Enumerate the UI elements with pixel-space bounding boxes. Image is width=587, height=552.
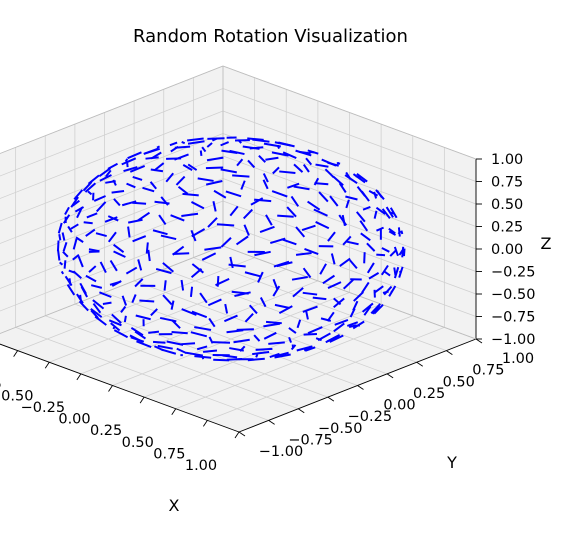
quiver-segment [203, 351, 217, 352]
quiver-segment [58, 249, 59, 260]
quiver-segment [266, 322, 282, 323]
quiver-segment [206, 168, 223, 169]
x-tick-mark [235, 432, 239, 438]
y-axis-label: Y [446, 453, 457, 472]
quiver-segment [227, 359, 242, 360]
quiver-segment [113, 327, 114, 329]
quiver-segment [232, 175, 249, 176]
y-tick-mark [446, 351, 452, 355]
quiver-segment [202, 358, 204, 359]
z-axis-label: Z [541, 234, 552, 253]
y-tick-mark [298, 409, 304, 413]
z-tick-label: −1.00 [491, 332, 535, 348]
quiver-segment [207, 138, 224, 139]
quiver-segment [103, 303, 112, 304]
quiver-segment [147, 242, 148, 253]
y-tick-mark [239, 432, 245, 436]
quiver-segment [237, 329, 254, 330]
quiver-segment [309, 152, 314, 153]
quiver-segment [256, 349, 273, 350]
z-tick-label: 0.25 [491, 220, 523, 236]
x-axis-label: X [169, 496, 180, 515]
y-tick-label: 1.00 [502, 351, 534, 367]
x-tick-label: 0.00 [58, 412, 90, 428]
x-tick-label: 0.75 [153, 446, 185, 462]
x-tick-label: 0.25 [90, 423, 122, 439]
x-tick-mark [203, 420, 207, 426]
quiver-segment [277, 216, 293, 217]
quiver-segment [139, 300, 154, 301]
quiver-segment [181, 343, 195, 344]
z-tick-label: 0.50 [491, 197, 523, 213]
x-tick-mark [172, 409, 176, 415]
y-tick-mark [328, 397, 334, 401]
quiver-segment [182, 142, 185, 143]
y-tick-mark [269, 420, 275, 424]
quiver-segment [148, 332, 159, 333]
quiver-segment [65, 260, 66, 268]
x-tick-mark [109, 386, 113, 392]
z-tick-label: −0.25 [491, 265, 535, 281]
quiver-segment [165, 280, 166, 290]
quiver-segment [391, 213, 394, 214]
quiver-segment [315, 183, 329, 184]
z-tick-label: −0.75 [491, 310, 535, 326]
quiver-segment [250, 147, 264, 148]
x-tick-mark [45, 362, 49, 368]
y-tick-label: 0.25 [413, 386, 445, 402]
quiver-segment [191, 287, 192, 297]
quiver-segment [217, 224, 234, 225]
quiver-segment [391, 291, 392, 292]
quiver-segment [172, 332, 188, 333]
quiver-segment [304, 334, 317, 335]
z-tick-label: 0.00 [491, 242, 523, 258]
x-tick-mark [14, 351, 18, 357]
y-tick-label: 0.00 [383, 398, 415, 414]
y-tick-mark [417, 362, 423, 366]
quiver-segment [146, 157, 159, 158]
quiver-segment [153, 342, 165, 343]
y-tick-label: 0.50 [443, 374, 475, 390]
z-tick-label: −0.50 [491, 287, 535, 303]
quiver-segment [401, 231, 402, 234]
y-tick-mark [358, 386, 364, 390]
quiver-segment [84, 222, 93, 223]
quiver-segment [157, 146, 160, 147]
quiver-segment [69, 278, 70, 285]
x-tick-mark [77, 374, 81, 380]
quiver-segment [376, 255, 385, 256]
y-tick-mark [387, 374, 393, 378]
quiver-segment [132, 203, 146, 204]
quiver-segment [62, 271, 63, 273]
quiver-segment [256, 354, 257, 357]
y-tick-label: 0.75 [472, 363, 504, 379]
quiver-segment [213, 342, 230, 343]
quiver-segment [213, 360, 229, 361]
z-tick-label: 1.00 [491, 152, 523, 168]
x-tick-mark [140, 397, 144, 403]
quiver-segment [59, 234, 60, 240]
x-tick-label: 0.50 [122, 435, 154, 451]
quiver-segment [125, 316, 126, 322]
z-tick-label: 0.75 [491, 175, 523, 191]
quiver-segment [404, 249, 405, 257]
y-tick-mark [476, 339, 482, 343]
x-tick-label: 1.00 [185, 458, 217, 474]
quiver-segment [201, 150, 202, 155]
chart-title: Random Rotation Visualization [0, 26, 541, 47]
quiver-segment [383, 291, 389, 292]
